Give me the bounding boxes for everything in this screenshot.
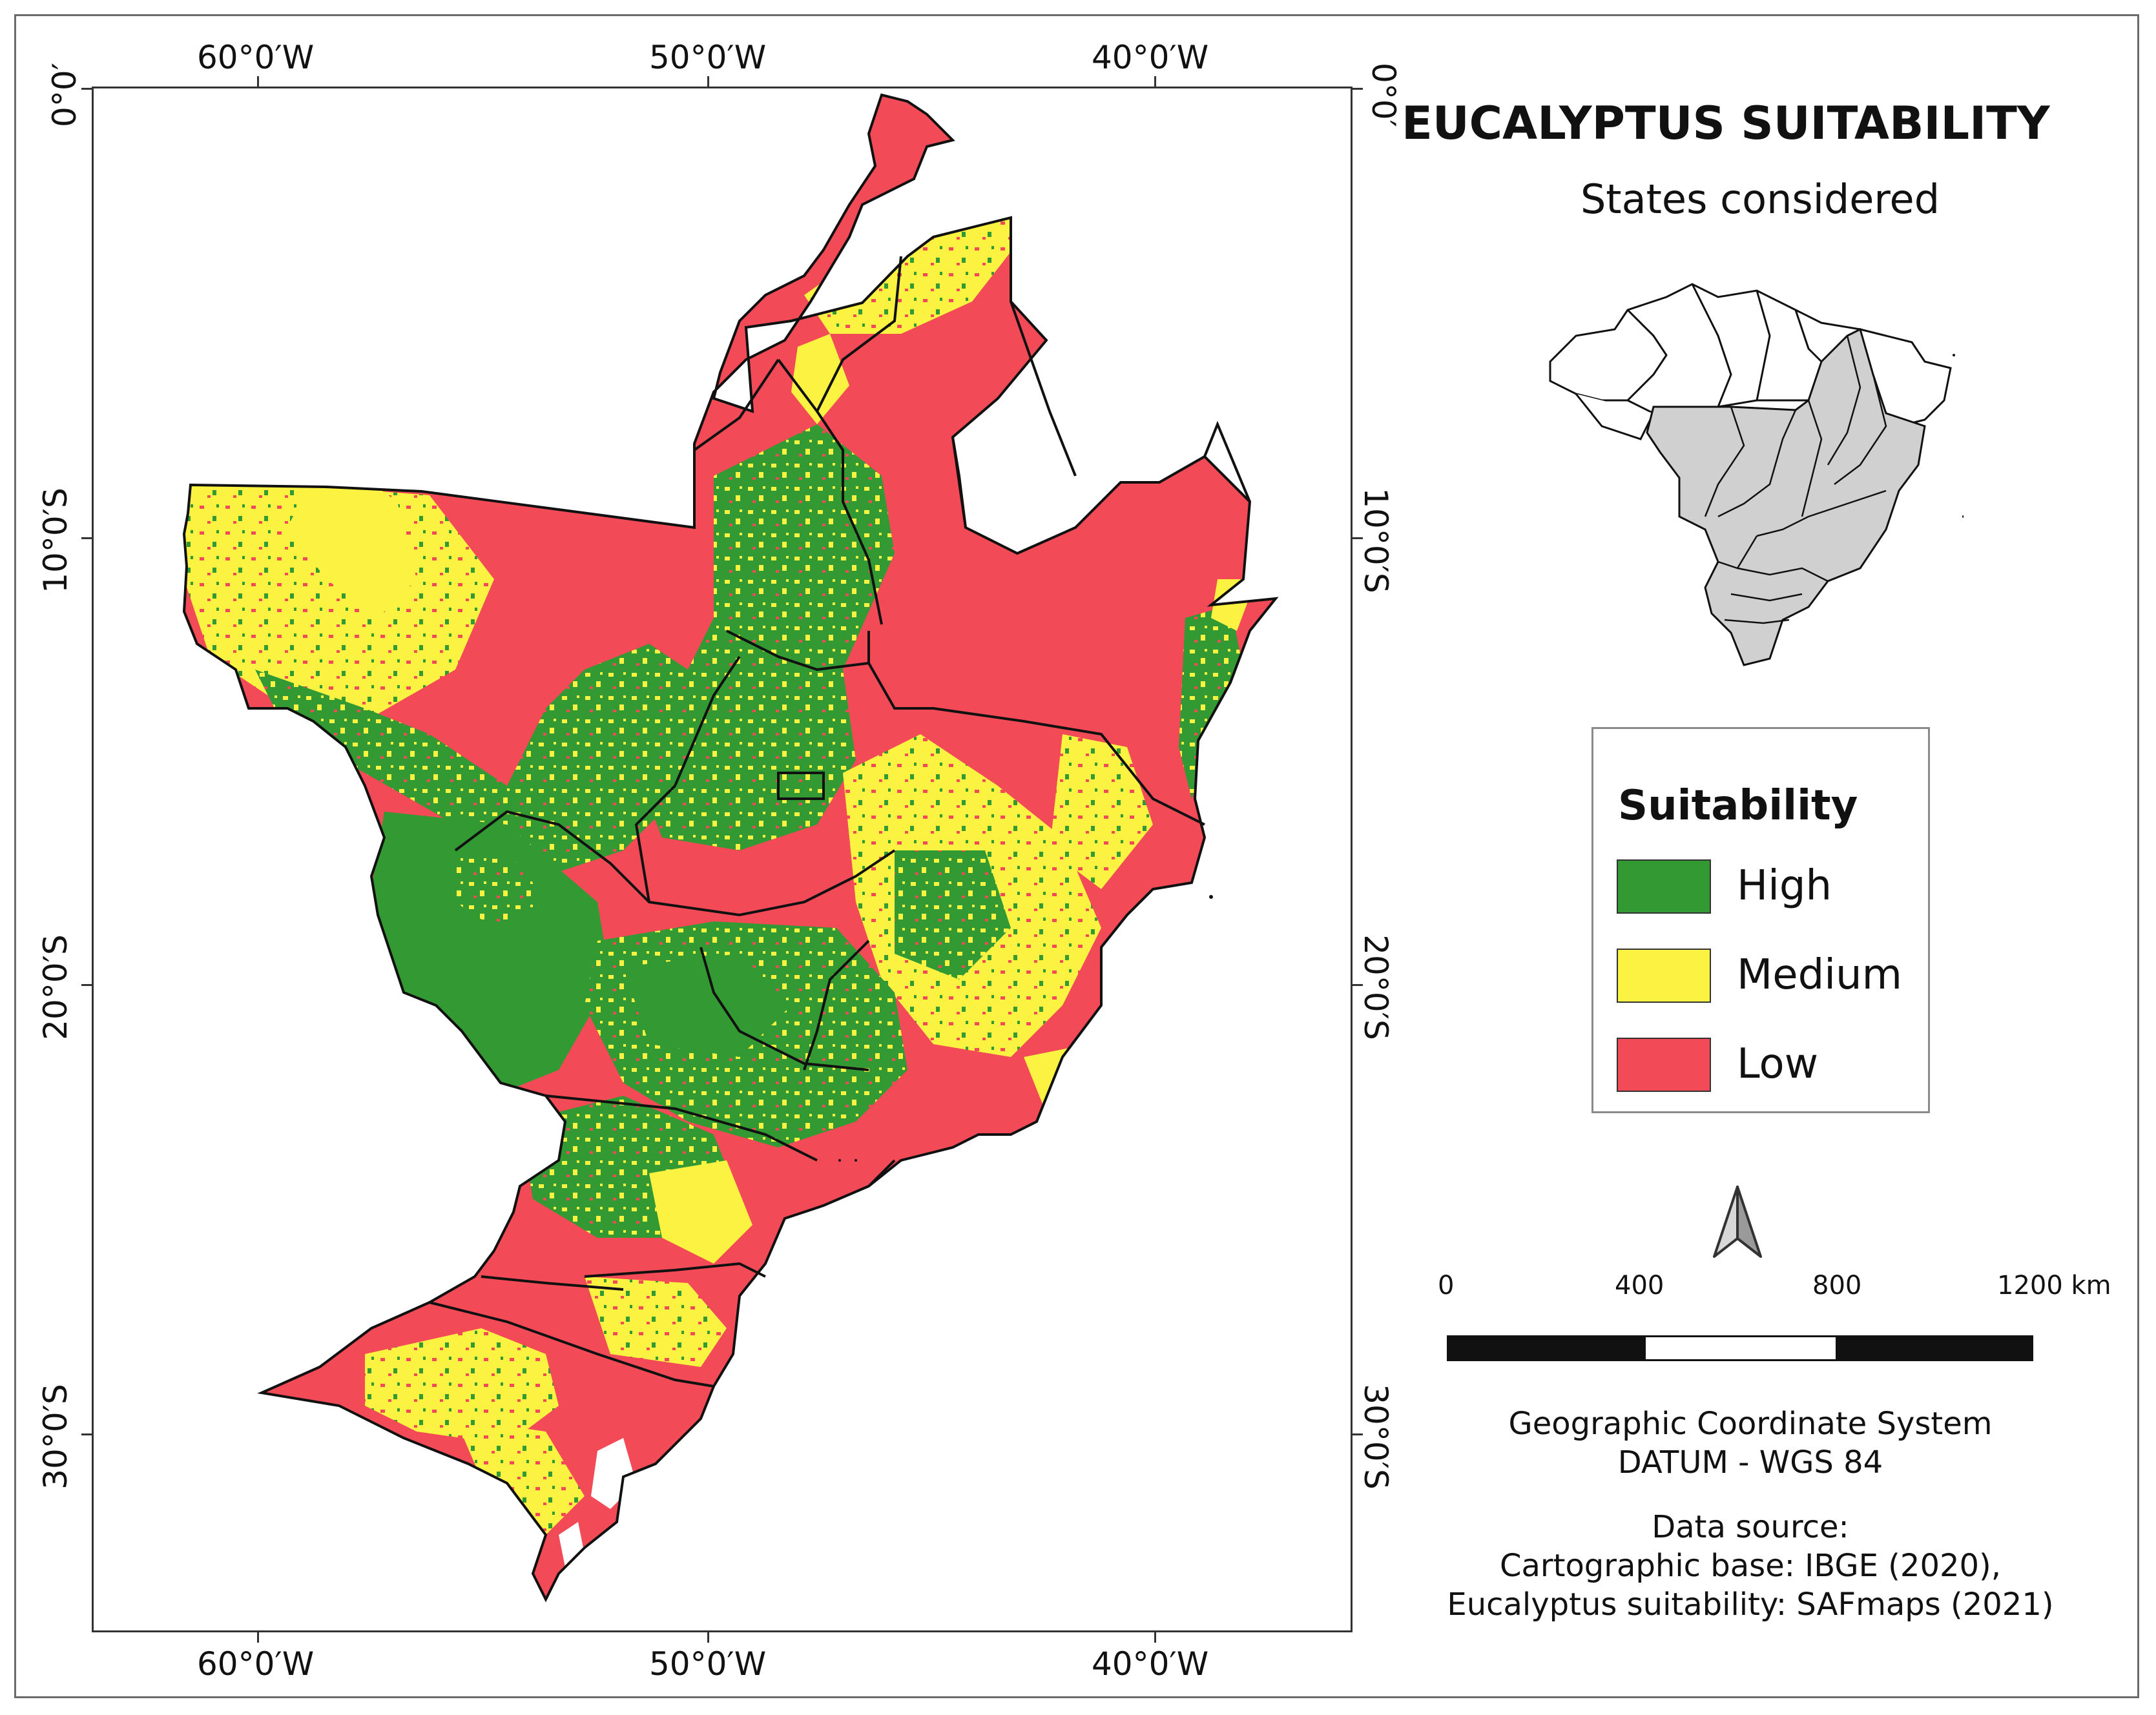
legend-label-high: High xyxy=(1737,862,1832,910)
crs-line-2: DATUM - WGS 84 xyxy=(1617,1444,1883,1481)
main-map[interactable] xyxy=(92,87,1353,1632)
legend-label-medium: Medium xyxy=(1737,951,1902,999)
legend-swatch-high xyxy=(1617,859,1711,914)
legend-swatch-low xyxy=(1617,1038,1711,1092)
lon-label-60w-top: 60°0′W xyxy=(197,39,315,76)
lat-label-20s-right: 20°0′S xyxy=(1356,934,1394,1040)
lat-label-10s-left: 10°0′S xyxy=(36,488,74,593)
scale-label-800: 800 xyxy=(1812,1271,1862,1300)
legend: Suitability High Medium Low xyxy=(1591,727,1930,1113)
lon-label-50w-top: 50°0′W xyxy=(649,39,767,76)
lat-label-30s-left: 30°0′S xyxy=(36,1384,74,1490)
legend-swatch-medium xyxy=(1617,949,1711,1003)
lon-label-50w-bottom: 50°0′W xyxy=(649,1645,767,1683)
suitability-map-svg xyxy=(182,93,1279,1603)
legend-title: Suitability xyxy=(1618,782,1858,830)
suitability-surface xyxy=(184,95,1276,1599)
lat-label-30s-right: 30°0′S xyxy=(1356,1384,1394,1490)
source-title: Data source: xyxy=(1652,1509,1849,1545)
lat-label-10s-right: 10°0′S xyxy=(1356,488,1394,593)
scale-label-1200: 1200 km xyxy=(1997,1271,2111,1300)
brazil-inset-svg xyxy=(1549,283,1965,666)
inset-title: States considered xyxy=(1580,176,1940,223)
lon-label-40w-bottom: 40°0′W xyxy=(1092,1645,1209,1683)
legend-label-low: Low xyxy=(1737,1040,1819,1088)
crs-line-1: Geographic Coordinate System xyxy=(1508,1406,1993,1442)
source-line-1: Cartographic base: IBGE (2020), xyxy=(1499,1548,2002,1584)
north-arrow-icon xyxy=(1705,1184,1770,1264)
lat-label-20s-left: 20°0′S xyxy=(36,934,74,1040)
state-boundaries xyxy=(429,256,1251,1388)
lat-label-0-right: 0°0′ xyxy=(1364,63,1402,127)
region-outline xyxy=(182,93,1279,1603)
lat-label-0-left: 0°0′ xyxy=(45,63,83,127)
lon-label-60w-bottom: 60°0′W xyxy=(197,1645,315,1683)
lon-label-40w-top: 40°0′W xyxy=(1092,39,1209,76)
inset-map xyxy=(1524,271,1965,687)
map-title: EUCALYPTUS SUITABILITY xyxy=(1402,97,2050,150)
source-line-2: Eucalyptus suitability: SAFmaps (2021) xyxy=(1447,1587,2054,1623)
scale-label-400: 400 xyxy=(1615,1271,1664,1300)
scale-label-0: 0 xyxy=(1438,1271,1455,1300)
